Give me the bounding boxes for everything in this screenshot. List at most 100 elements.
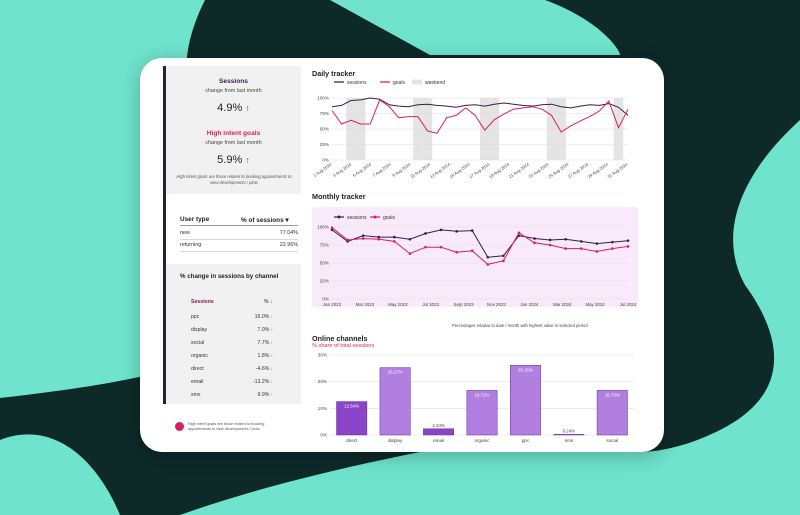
data-point-goals xyxy=(361,237,365,240)
down-arrow-icon: ↓ xyxy=(270,379,273,384)
legend-goals-label: goals xyxy=(383,215,395,221)
data-point-goals xyxy=(517,231,521,235)
data-point-goals xyxy=(439,245,443,249)
bar-organic xyxy=(466,390,498,436)
channels-title: Online channels xyxy=(312,334,368,343)
channel-change-value: 16.0% ↑ xyxy=(254,314,273,320)
goals-subtitle: change from last month xyxy=(205,140,262,146)
bar-sms xyxy=(553,434,585,436)
bar-value-label: 12.54% xyxy=(344,404,359,409)
series-line-sessions xyxy=(331,229,629,258)
data-point-goals xyxy=(346,238,349,242)
bar-display xyxy=(379,367,411,436)
x-tick-label: 11 Aug 2024 xyxy=(409,161,431,179)
bar-direct xyxy=(336,401,368,436)
monthly-title: Monthly tracker xyxy=(312,192,366,201)
channel-row-display: display 7.0% ↑ xyxy=(191,327,273,333)
data-point-sessions xyxy=(486,255,490,259)
kpi-box xyxy=(166,66,301,194)
legend-weekend-swatch xyxy=(412,79,422,85)
data-point-goals xyxy=(548,243,552,247)
x-tick-label: social xyxy=(606,438,618,443)
channel-change-value: 9.9% ↑ xyxy=(257,392,273,398)
channel-label: display xyxy=(191,327,208,333)
sessions-pct-header[interactable]: % of sessions ▾ xyxy=(241,217,289,224)
channel-change-value: 7.0% ↑ xyxy=(257,327,273,333)
monthly-chart-panel xyxy=(312,207,638,307)
data-point-goals xyxy=(579,247,583,250)
bar-social xyxy=(596,390,628,436)
data-point-sessions xyxy=(361,234,365,237)
sort-down-icon: ▾ xyxy=(285,217,289,224)
legend-sessions-label: sessions xyxy=(347,80,367,86)
y-tick-label: 50% xyxy=(320,261,329,266)
bar-value-label: 2.34% xyxy=(432,423,445,428)
channel-label: organic xyxy=(191,353,209,359)
data-point-goals xyxy=(424,245,427,249)
y-tick-label: 0% xyxy=(320,433,327,438)
x-tick-label: Nov 2023 xyxy=(487,302,506,307)
x-tick-label: 31 Aug 2024 xyxy=(606,161,629,179)
x-tick-label: May 2023 xyxy=(388,302,408,307)
data-point-sessions xyxy=(502,254,505,258)
y-tick-label: 20% xyxy=(318,379,327,384)
daily-chart: 0% 25% 50% 75% 100% 1 Aug 2024 3 Aug 2024 5 Aug… xyxy=(312,79,629,179)
x-tick-label: sms xyxy=(565,438,574,443)
x-tick-label: 29 Aug 2024 xyxy=(587,161,610,179)
bar-value-label: 25.27% xyxy=(388,370,403,375)
up-arrow-icon: ↑ xyxy=(270,392,273,397)
data-point-goals xyxy=(595,250,599,253)
x-tick-label: Jan 2024 xyxy=(520,302,539,307)
channel-label: ppc xyxy=(191,314,200,320)
table-row: new 77.04% xyxy=(180,228,298,240)
bar-value-label: 16.72% xyxy=(475,392,490,397)
up-arrow-icon: ↑ xyxy=(270,327,273,332)
y-tick-label: 100% xyxy=(317,225,329,230)
channel-change-value: 1.8% ↑ xyxy=(257,353,273,359)
data-point-goals xyxy=(393,240,396,243)
up-arrow-icon: ↑ xyxy=(270,314,273,319)
channel-change-title: % change in sessions by channel xyxy=(180,273,279,280)
bar-ppc xyxy=(509,365,541,436)
down-arrow-icon: ↓ xyxy=(270,366,273,371)
bar-value-label: 16.73% xyxy=(605,392,620,397)
x-tick-label: Mar 2023 xyxy=(356,302,375,307)
x-tick-label: 3 Aug 2024 xyxy=(332,161,353,178)
channel-row-ppc: ppc 16.0% ↑ xyxy=(191,314,273,320)
x-tick-label: 5 Aug 2024 xyxy=(352,161,373,178)
channel-change-value: -4.6% ↓ xyxy=(255,366,273,372)
x-tick-label: 23 Aug 2024 xyxy=(527,161,550,179)
data-point-sessions xyxy=(611,240,614,244)
y-tick-label: 25% xyxy=(320,279,329,284)
data-point-sessions xyxy=(595,242,599,245)
data-point-goals xyxy=(626,245,630,248)
data-point-sessions xyxy=(564,237,567,241)
y-tick-label: 30% xyxy=(318,353,327,358)
x-tick-label: May 2024 xyxy=(585,302,605,307)
x-tick-label: email xyxy=(433,438,444,443)
data-point-sessions xyxy=(579,240,583,243)
data-point-goals xyxy=(330,226,334,230)
series-line-goals xyxy=(331,99,629,134)
monthly-footnote: Percentages relative to date / month wit… xyxy=(452,323,588,328)
y-tick-label: 100% xyxy=(317,96,329,101)
y-tick-label: 25% xyxy=(320,142,329,147)
data-point-sessions xyxy=(408,237,412,241)
x-tick-label: direct xyxy=(346,438,358,443)
channel-sessions-header[interactable]: Sessions xyxy=(191,299,214,305)
x-tick-label: Jul 2023 xyxy=(422,302,439,307)
data-point-sessions xyxy=(470,229,474,232)
x-tick-label: 19 Aug 2024 xyxy=(488,161,511,179)
data-point-goals xyxy=(377,237,381,241)
channel-pct-header[interactable]: % ↓ xyxy=(264,299,273,305)
channel-label: sms xyxy=(191,392,201,398)
goals-note: High intent goals are those related to b… xyxy=(176,174,292,185)
x-tick-label: 1 Aug 2024 xyxy=(312,161,333,178)
data-point-sessions xyxy=(330,228,334,232)
x-tick-label: organic xyxy=(474,438,490,443)
user-type-header[interactable]: User type xyxy=(180,216,210,223)
channel-row-direct: direct -4.6% ↓ xyxy=(191,366,273,372)
y-tick-label: 10% xyxy=(318,406,327,411)
daily-title: Daily tracker xyxy=(312,69,356,78)
table-row: returning 22.96% xyxy=(180,240,298,252)
